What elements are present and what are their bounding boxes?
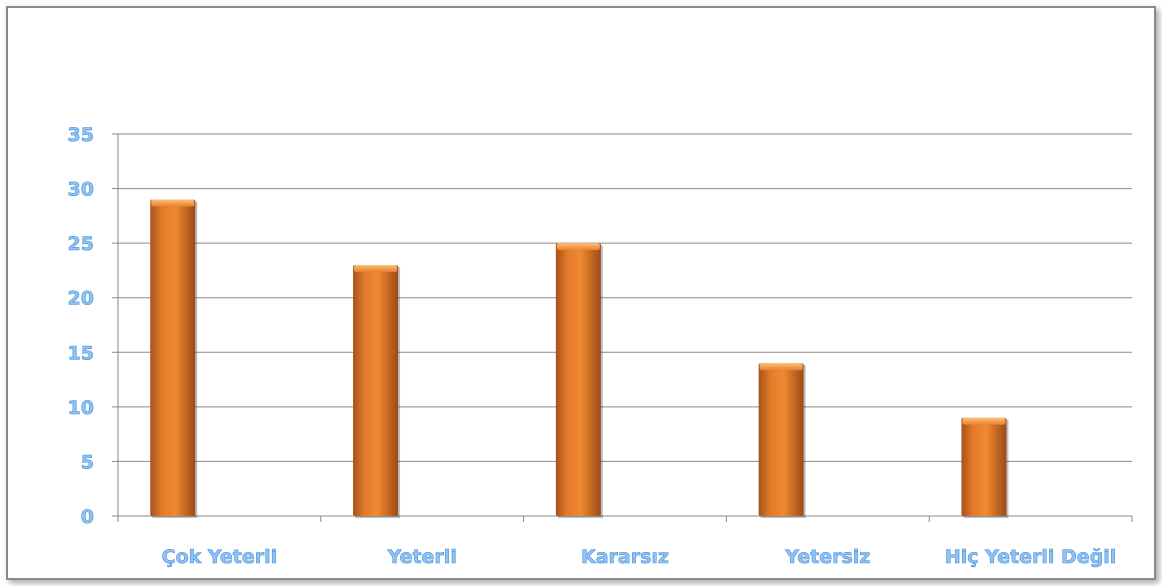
x-category-label: Hiç Yeterli Değil <box>945 546 1116 568</box>
y-tick-label: 10 <box>68 397 94 419</box>
bar-body <box>353 264 399 516</box>
bar-cap <box>556 243 600 251</box>
bar-body <box>150 199 196 516</box>
y-tick-label: 35 <box>68 124 94 146</box>
y-tick-label: 15 <box>68 342 94 364</box>
bars <box>150 199 1009 518</box>
x-category-label: Yetersiz <box>784 546 870 568</box>
x-category-label: Kararsız <box>581 546 669 568</box>
bar-cap <box>962 417 1006 425</box>
y-tick-label: 0 <box>81 506 94 528</box>
bar-1 <box>150 199 198 518</box>
y-tick-label: 30 <box>68 179 94 201</box>
bar-5 <box>961 417 1009 518</box>
labels: 0 5 10 15 20 25 30 35 Çok Yeterli Yeterli Kararsız… <box>67 124 1116 569</box>
bar-cap <box>354 264 398 272</box>
bar-3 <box>555 243 603 518</box>
bar-cap <box>151 199 195 207</box>
y-tick-label: 25 <box>68 233 94 255</box>
bar-body <box>758 363 804 516</box>
axes <box>112 133 1133 522</box>
bar-2 <box>353 264 401 518</box>
x-category-label: Yeterli <box>387 546 457 568</box>
bar-body <box>555 243 601 516</box>
bar-body <box>961 417 1007 516</box>
y-tick-label: 5 <box>81 451 94 473</box>
y-tick-label: 20 <box>68 288 94 310</box>
bar-4 <box>758 363 806 518</box>
x-category-label: Çok Yeterli <box>162 546 278 568</box>
gridlines <box>118 133 1132 462</box>
bar-cap <box>759 363 803 371</box>
